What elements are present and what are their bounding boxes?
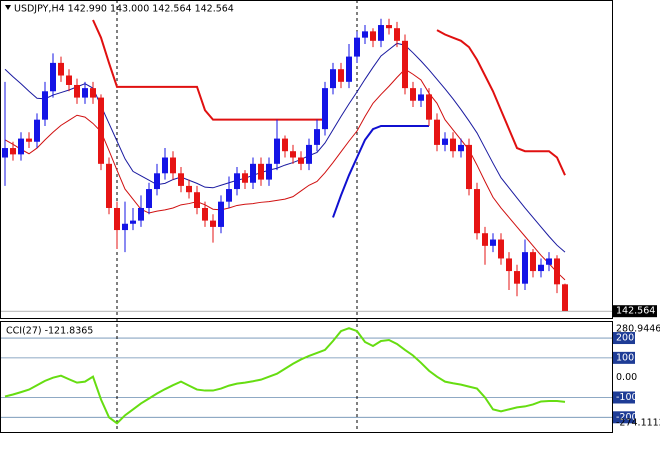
candle-body [466, 144, 472, 190]
candle-body [2, 148, 8, 158]
candle-body [442, 138, 448, 145]
candle-body [138, 207, 144, 221]
candle-body [458, 144, 464, 152]
y-tick-label: 100 [616, 352, 634, 363]
candle-body [210, 220, 216, 227]
candle-body [522, 252, 528, 284]
candle-body [354, 37, 360, 57]
candle-body [154, 173, 160, 190]
candle-body [298, 157, 304, 164]
cci-title: CCI(27) -121.8365 [6, 326, 93, 337]
candle-body [122, 223, 128, 231]
last-price-tag [613, 305, 657, 318]
candle-body [314, 129, 320, 145]
candle-body [554, 258, 560, 285]
indicator-line [332, 124, 429, 218]
candle-body [10, 148, 16, 155]
level-tag [613, 332, 635, 345]
candle-body [202, 207, 208, 221]
candle-body [18, 138, 24, 155]
candle-body [258, 163, 264, 180]
candle-body [426, 94, 432, 120]
y-tick-label: 0.00 [616, 372, 637, 383]
candle-body [42, 91, 48, 120]
candle-body [514, 271, 520, 284]
candle-body [114, 207, 120, 231]
candle-body [106, 163, 112, 208]
cci-line [4, 327, 566, 425]
candle-body [178, 173, 184, 186]
candle-body [450, 138, 456, 152]
candle-body [474, 189, 480, 234]
y-tick-label: 200 [616, 333, 634, 344]
candle-body [58, 62, 64, 76]
price-panel-frame [0, 0, 613, 319]
candle-body [242, 173, 248, 183]
level-tag [613, 411, 635, 424]
last-price-label: 142.564 [616, 306, 655, 317]
candle-body [250, 163, 256, 183]
candle-body [194, 192, 200, 208]
indicator-line [92, 19, 566, 176]
y-range-label: -274.1112 [616, 418, 660, 429]
candle-body [498, 239, 504, 259]
candle-body [162, 157, 168, 174]
candle-body [402, 40, 408, 89]
candle-body [322, 88, 328, 130]
grid-layer [0, 337, 612, 418]
candle-body [66, 75, 72, 85]
candle-body [74, 84, 80, 98]
candle-body [130, 220, 136, 224]
candle-body [338, 69, 344, 82]
title-marker [5, 5, 11, 10]
candle-body [226, 189, 232, 202]
candle-body [26, 138, 32, 142]
level-tag [613, 391, 635, 404]
y-range-label: 280.9446 [616, 324, 660, 335]
candle-body [370, 31, 376, 41]
candle-body [490, 239, 496, 246]
cci-panel-frame [0, 321, 613, 433]
candle-body [34, 119, 40, 142]
candle-body [266, 163, 272, 180]
candle-body [282, 138, 288, 152]
candle-body [274, 138, 280, 164]
y-tick-label: -100 [616, 392, 638, 403]
candle-body [546, 258, 552, 265]
candle-body [98, 97, 104, 164]
candle-body [306, 144, 312, 164]
candle-body [506, 258, 512, 272]
candle-body [90, 88, 96, 98]
candle-body [234, 173, 240, 190]
level-tag [613, 351, 635, 364]
candle-body [186, 185, 192, 193]
candle-body [50, 62, 56, 92]
candle-body [146, 189, 152, 208]
candle-body [218, 201, 224, 227]
candle-body [346, 56, 352, 82]
candle-body [82, 88, 88, 98]
candle-body [562, 284, 568, 312]
candle-body [482, 233, 488, 246]
candle-body [362, 31, 368, 38]
candle-body [530, 252, 536, 272]
candle-body [378, 25, 384, 41]
y-tick-label: -200 [616, 412, 638, 423]
candle-body [330, 69, 336, 89]
marks-layer [0, 18, 612, 425]
candle-body [170, 157, 176, 174]
candle-body [394, 28, 400, 41]
labels-layer: 142.564 200 100 0.00 -100 -200-274.1112 280.94… [613, 305, 660, 429]
candle-body [386, 25, 392, 29]
chart-title: USDJPY,H4 142.990 143.000 142.564 142.56… [14, 4, 234, 15]
candle-body [434, 119, 440, 145]
candle-body [290, 151, 296, 158]
candle-body [538, 264, 544, 272]
candle-body [418, 94, 424, 101]
candle-body [410, 88, 416, 101]
